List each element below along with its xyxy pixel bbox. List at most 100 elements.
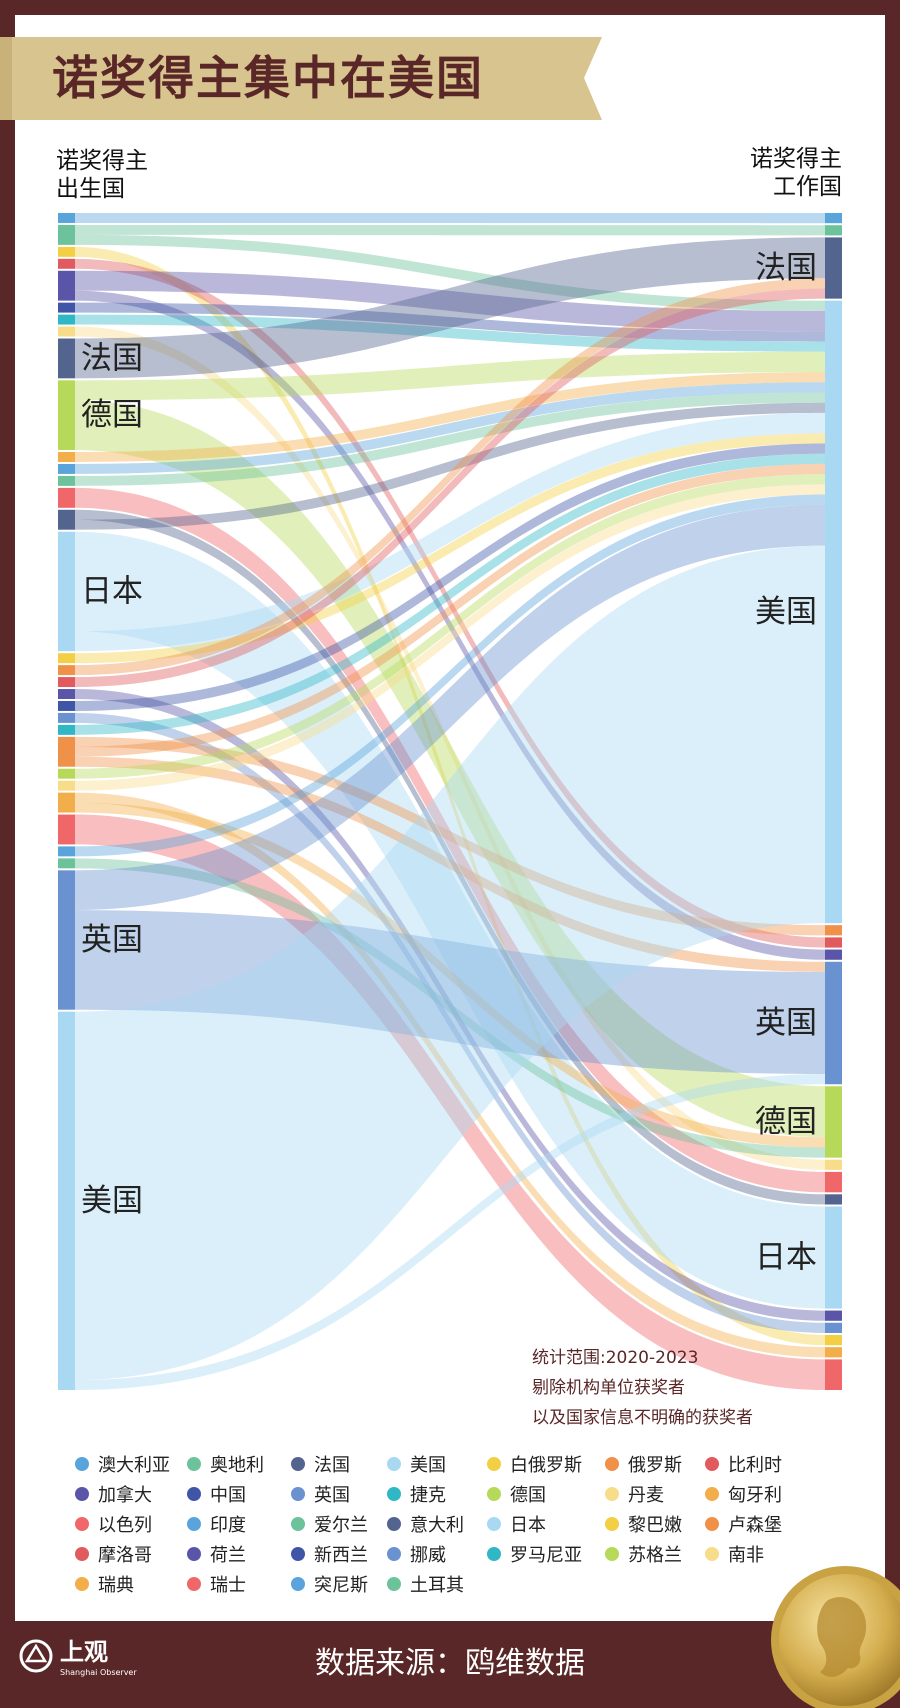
sankey-link xyxy=(75,288,825,688)
brand: 上观 Shanghai Observer xyxy=(18,1638,137,1678)
target-node xyxy=(825,949,842,960)
target-node-label: 日本 xyxy=(755,1240,817,1276)
sankey-link xyxy=(75,531,825,1309)
source-node xyxy=(58,768,75,779)
source-node xyxy=(58,326,75,337)
sankey-link xyxy=(75,290,825,960)
brand-subtitle: Shanghai Observer xyxy=(60,1668,137,1677)
source-node xyxy=(58,314,75,325)
source-node xyxy=(58,700,75,711)
legend-item: 美国 xyxy=(387,1452,487,1476)
legend-item: 黎巴嫩 xyxy=(605,1512,705,1536)
legend-label: 加拿大 xyxy=(98,1485,152,1506)
legend-item: 白俄罗斯 xyxy=(487,1452,605,1476)
target-node xyxy=(825,1310,842,1321)
legend-swatch xyxy=(75,1487,89,1501)
legend-swatch xyxy=(487,1517,501,1531)
left-axis-title: 诺奖得主 出生国 xyxy=(56,147,148,203)
sankey-link xyxy=(75,487,825,1193)
legend-item: 瑞典 xyxy=(75,1572,187,1596)
sankey-link xyxy=(75,453,825,735)
left-axis-title-line-1: 诺奖得主 xyxy=(56,148,148,174)
sankey-link xyxy=(75,689,825,1321)
nobel-medal-icon xyxy=(771,1566,900,1708)
source-node xyxy=(58,689,75,699)
legend-item: 土耳其 xyxy=(387,1572,487,1596)
legend-item: 以色列 xyxy=(75,1512,187,1536)
target-node xyxy=(825,225,842,236)
legend-item: 爱尔兰 xyxy=(291,1512,387,1536)
source-node xyxy=(58,677,75,688)
legend-swatch xyxy=(187,1457,201,1471)
legend-label: 新西兰 xyxy=(314,1545,368,1566)
legend-swatch xyxy=(487,1487,501,1501)
legend-label: 以色列 xyxy=(98,1515,152,1536)
legend-label: 德国 xyxy=(510,1485,546,1506)
sankey-link xyxy=(75,484,825,791)
sankey-link xyxy=(75,234,825,311)
sankey-link xyxy=(75,814,825,1390)
legend-label: 英国 xyxy=(314,1485,350,1506)
legend-label: 日本 xyxy=(510,1515,546,1536)
target-node-label: 美国 xyxy=(755,594,817,630)
source-node xyxy=(58,487,75,508)
sankey-link xyxy=(75,402,825,530)
nodes-layer xyxy=(58,213,842,1390)
legend-label: 卢森堡 xyxy=(728,1515,782,1536)
target-node xyxy=(825,1334,842,1346)
legend-item: 丹麦 xyxy=(605,1482,705,1506)
brand-name: 上观 xyxy=(60,1638,108,1666)
legend-item: 法国 xyxy=(291,1452,387,1476)
right-axis-title-line-1: 诺奖得主 xyxy=(750,146,842,172)
sankey-link xyxy=(75,392,825,486)
legend-swatch xyxy=(387,1547,401,1561)
sankey-link xyxy=(75,509,825,1205)
source-node xyxy=(58,380,75,451)
notes: 统计范围:2020-2023 剔除机构单位获奖者 以及国家信息不明确的获奖者 xyxy=(532,1343,753,1433)
target-node-label: 德国 xyxy=(755,1104,817,1140)
legend-item: 摩洛哥 xyxy=(75,1542,187,1566)
sankey-link xyxy=(75,400,825,1138)
source-node xyxy=(58,531,75,652)
footer-bar xyxy=(0,1621,900,1708)
legend-item: 俄罗斯 xyxy=(605,1452,705,1476)
sankey-link xyxy=(75,246,825,1346)
legend-item: 瑞士 xyxy=(187,1572,291,1596)
source-node-label: 美国 xyxy=(81,1183,143,1219)
legend-item: 卢森堡 xyxy=(705,1512,815,1536)
legend-item: 奥地利 xyxy=(187,1452,291,1476)
legend-item: 中国 xyxy=(187,1482,291,1506)
legend-item: 荷兰 xyxy=(187,1542,291,1566)
links-layer xyxy=(75,213,825,1390)
sankey-link xyxy=(75,382,825,474)
target-node xyxy=(825,300,842,924)
legend-item: 意大利 xyxy=(387,1512,487,1536)
chart-card xyxy=(15,15,885,1621)
sankey-link xyxy=(75,545,825,1381)
legend-item: 澳大利亚 xyxy=(75,1452,187,1476)
source-node xyxy=(58,653,75,664)
source-node-label: 英国 xyxy=(81,922,143,958)
target-node xyxy=(825,1159,842,1170)
sankey-link xyxy=(75,443,825,711)
legend-label: 土耳其 xyxy=(410,1575,464,1596)
sankey-link xyxy=(75,237,825,379)
sankey-link xyxy=(75,1074,825,1390)
legend-swatch xyxy=(291,1547,305,1561)
legend-swatch xyxy=(705,1517,719,1531)
note-line-2: 剔除机构单位获奖者 xyxy=(532,1378,685,1398)
data-source: 数据来源：鸥维数据 xyxy=(315,1646,585,1681)
legend-label: 法国 xyxy=(314,1455,350,1476)
legend-swatch xyxy=(387,1487,401,1501)
sankey-link xyxy=(75,351,825,401)
source-node xyxy=(58,224,75,245)
legend-item: 南非 xyxy=(705,1542,815,1566)
target-node xyxy=(825,961,842,1085)
legend-item: 罗马尼亚 xyxy=(487,1542,605,1566)
legend-item: 苏格兰 xyxy=(605,1542,705,1566)
legend-swatch xyxy=(605,1487,619,1501)
note-line-3: 以及国家信息不明确的获奖者 xyxy=(532,1408,753,1428)
sankey-link xyxy=(75,278,825,676)
